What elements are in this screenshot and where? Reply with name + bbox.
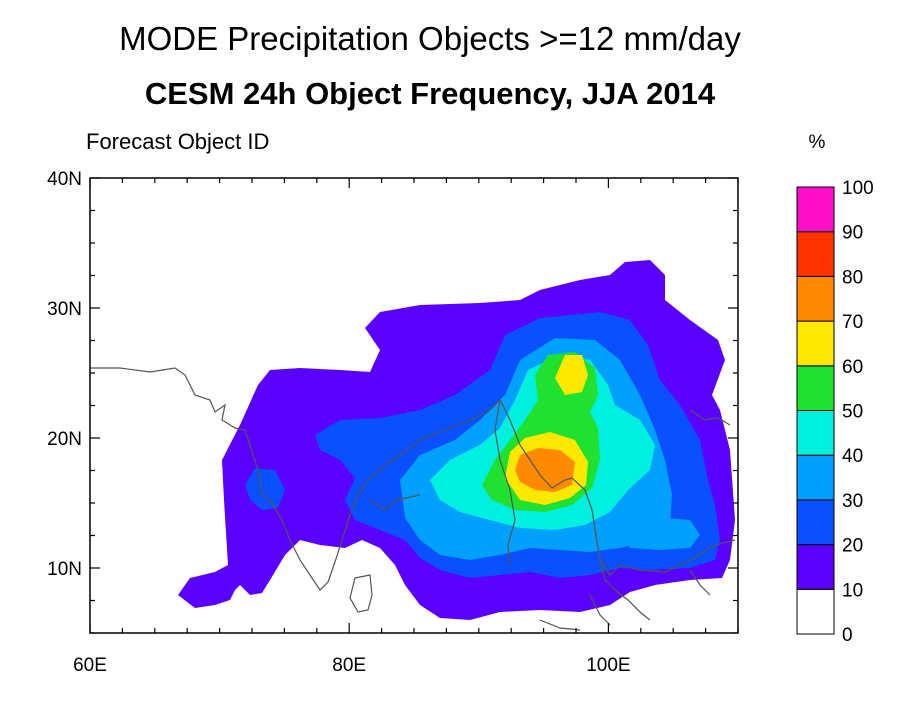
y-tick-label: 10N	[47, 559, 82, 580]
colorbar-level-label: 70	[842, 312, 863, 333]
contour-20-30-west	[245, 468, 285, 510]
colorbar-level-label: 20	[842, 536, 863, 557]
colorbar-level-label: 40	[842, 446, 863, 467]
colorbar: 0 10 20 30 40 50 60 70 80 90 100	[796, 178, 874, 646]
map-subtitle: CESM 24h Object Frequency, JJA 2014	[144, 76, 716, 111]
colorbar-swatch	[796, 365, 835, 411]
colorbar-level-label: 100	[842, 178, 874, 199]
colorbar-unit: %	[809, 132, 826, 153]
axis-labels: 60E 80E 100E 10N 20N 30N 40N	[47, 169, 630, 676]
map-title: MODE Precipitation Objects >=12 mm/day	[119, 20, 741, 57]
x-tick-label: 60E	[73, 655, 107, 676]
colorbar-swatch	[796, 410, 835, 456]
y-tick-label: 30N	[47, 299, 82, 320]
colorbar-level-label: 90	[842, 223, 863, 244]
colorbar-swatch	[796, 275, 835, 322]
axis-ticks	[89, 177, 739, 634]
colorbar-swatch	[796, 544, 835, 590]
frequency-contours	[90, 260, 736, 631]
colorbar-level-label: 10	[842, 580, 863, 601]
colorbar-level-label: 50	[842, 402, 863, 423]
colorbar-level-label: 60	[842, 357, 863, 378]
x-tick-label: 100E	[586, 655, 630, 676]
contour-30-40-east	[615, 518, 700, 550]
colorbar-swatch	[796, 454, 835, 501]
colorbar-swatch	[796, 588, 835, 635]
coastlines	[90, 367, 736, 631]
colorbar-swatch	[796, 186, 835, 233]
colorbar-level-label: 0	[842, 625, 853, 646]
colorbar-level-label: 80	[842, 267, 863, 288]
panel-label: Forecast Object ID	[86, 129, 270, 154]
colorbar-swatch	[796, 320, 835, 367]
colorbar-swatch	[796, 231, 835, 277]
x-tick-label: 80E	[332, 655, 366, 676]
contour-60-70-upper	[555, 355, 588, 395]
colorbar-level-label: 30	[842, 491, 863, 512]
colorbar-swatch	[796, 499, 835, 546]
y-tick-label: 40N	[47, 169, 82, 190]
y-tick-label: 20N	[47, 429, 82, 450]
